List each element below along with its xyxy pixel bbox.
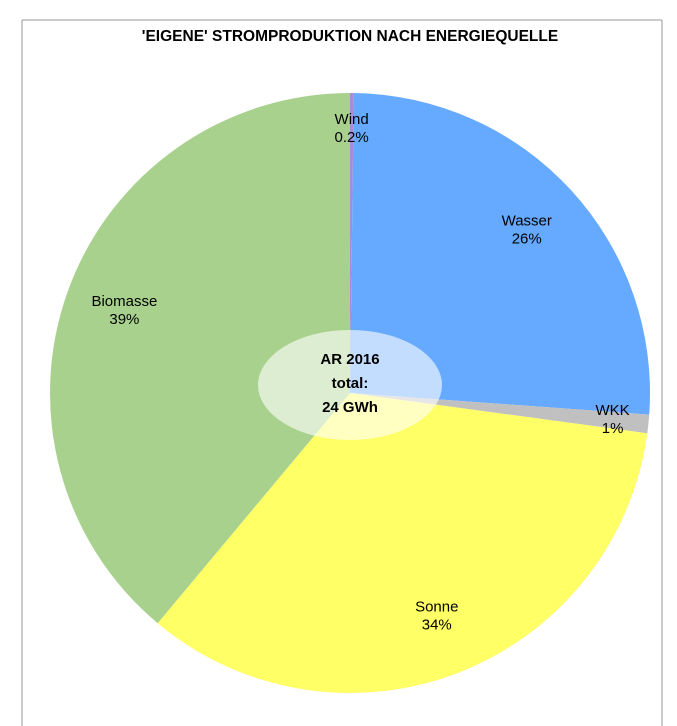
slice-label: Sonne [415, 599, 458, 616]
pie-slice [350, 93, 650, 415]
annotation: total: [332, 375, 369, 392]
chart-title: 'EIGENE' STROMPRODUKTION NACH ENERGIEQUE… [142, 28, 558, 45]
pie-slice [157, 393, 648, 694]
slice-value-label: 39% [109, 311, 139, 328]
slice-label: Wasser [502, 213, 552, 230]
slice-label: WKK [596, 402, 630, 419]
slice-label: Wind [335, 111, 369, 128]
slice-label: Biomasse [91, 293, 157, 310]
annotation: 24 GWh [322, 399, 378, 416]
slice-value-label: 1% [602, 420, 624, 437]
slice-value-label: 34% [422, 617, 452, 634]
slice-value-label: 0.2% [335, 129, 369, 146]
slice-value-label: 26% [512, 231, 542, 248]
annotation-bubble [258, 330, 442, 440]
pie-slice [49, 93, 350, 624]
pie-slice [350, 93, 354, 393]
annotation: AR 2016 [320, 351, 379, 368]
